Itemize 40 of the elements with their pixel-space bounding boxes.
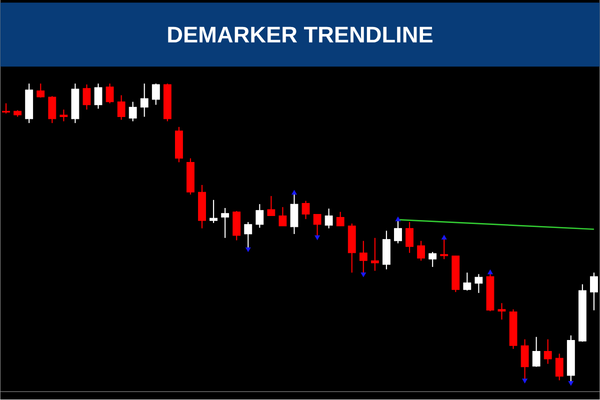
point — [488, 270, 493, 274]
candlestick — [128, 101, 137, 122]
candlestick — [152, 83, 160, 106]
candlestick — [428, 252, 437, 268]
candlestick — [140, 83, 148, 118]
point — [246, 248, 251, 252]
point — [292, 190, 297, 195]
point — [360, 272, 366, 278]
point — [442, 235, 447, 240]
candlestick — [210, 200, 218, 224]
candlestick — [336, 212, 344, 227]
candlestick — [370, 238, 379, 272]
candlestick — [324, 208, 333, 230]
candlestick — [94, 83, 102, 110]
point — [522, 378, 528, 384]
candlestick — [302, 200, 310, 220]
candlestick — [555, 353, 564, 381]
candlestick — [60, 109, 68, 122]
candlestick — [406, 222, 414, 254]
candlestick — [82, 84, 91, 110]
candlestick — [117, 94, 126, 120]
candlestick — [232, 210, 241, 242]
point — [395, 216, 401, 222]
candlestick — [474, 274, 483, 294]
candlestick — [48, 96, 56, 124]
candlestick — [106, 83, 114, 104]
candlestick — [463, 272, 472, 292]
candlestick — [256, 204, 264, 228]
candlestick — [590, 272, 598, 311]
candlestick — [417, 240, 426, 262]
candlestick — [498, 302, 506, 320]
point — [314, 236, 320, 240]
chart-title: DEMARKER TRENDLINE — [168, 27, 432, 43]
candlestick — [267, 196, 276, 216]
point — [568, 381, 574, 386]
candlestick — [36, 83, 45, 98]
candlestick — [221, 208, 230, 239]
candlestick — [278, 206, 287, 227]
candlestick — [532, 336, 540, 368]
candlestick — [544, 338, 552, 365]
